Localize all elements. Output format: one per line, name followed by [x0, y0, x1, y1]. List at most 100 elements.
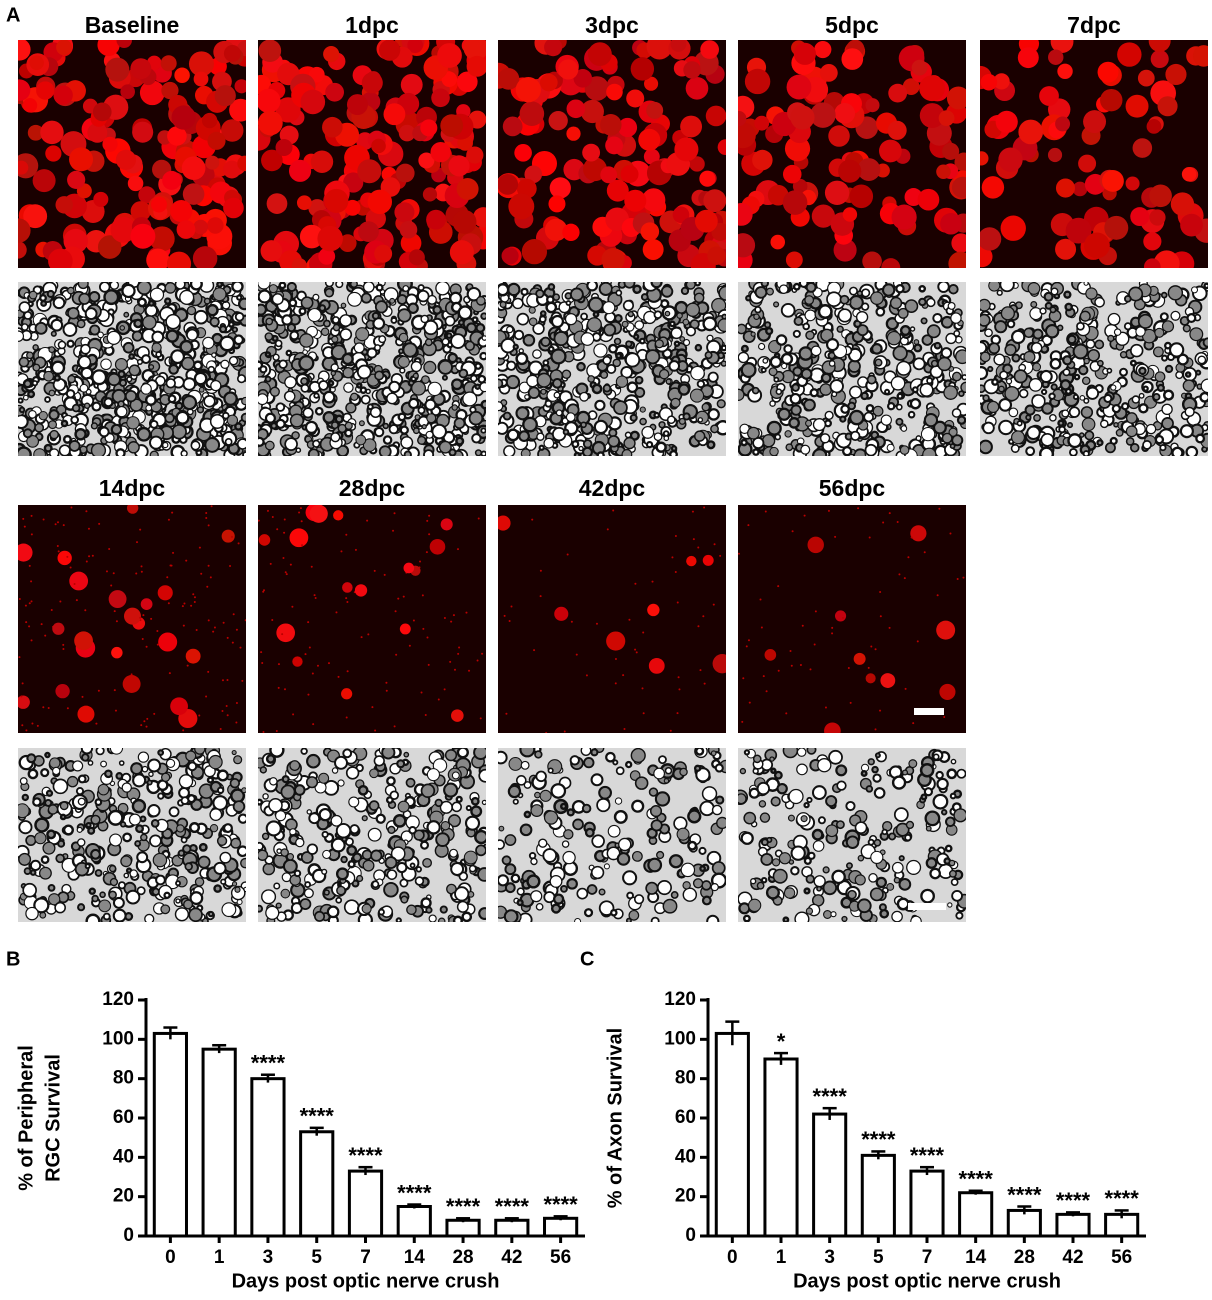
- axon: [258, 393, 269, 406]
- axon: [656, 880, 672, 896]
- cell: [942, 142, 960, 160]
- axon: [1085, 386, 1100, 400]
- axon: [21, 793, 29, 802]
- axon: [481, 799, 486, 806]
- cell: [865, 98, 880, 113]
- speck: [337, 675, 340, 678]
- axon: [121, 283, 136, 299]
- axon: [74, 428, 87, 441]
- axon: [265, 317, 274, 326]
- axon: [694, 343, 703, 352]
- axon: [870, 343, 883, 355]
- axon: [982, 394, 990, 402]
- axon: [421, 375, 430, 384]
- speck: [299, 507, 302, 510]
- axon: [908, 759, 918, 769]
- axon: [203, 394, 216, 408]
- axon: [693, 764, 702, 772]
- axon: [837, 308, 852, 323]
- axon: [498, 825, 505, 832]
- axon: [955, 911, 964, 920]
- axon: [621, 449, 633, 456]
- speck: [145, 645, 148, 648]
- speck: [614, 657, 617, 660]
- axon: [1182, 379, 1196, 392]
- axon: [911, 386, 919, 393]
- speck: [21, 682, 24, 685]
- axon: [62, 322, 78, 337]
- cell: [140, 598, 153, 611]
- axon: [241, 396, 246, 406]
- axon: [499, 300, 507, 309]
- axon: [913, 339, 920, 345]
- axon: [481, 335, 486, 341]
- axon: [1028, 378, 1043, 392]
- axon: [1081, 376, 1091, 386]
- axon: [25, 906, 39, 921]
- axon: [586, 317, 602, 333]
- axon: [322, 849, 332, 859]
- axon: [1161, 403, 1173, 416]
- speck: [153, 712, 156, 715]
- cell: [325, 82, 344, 102]
- axon: [190, 440, 201, 451]
- axon: [1142, 385, 1149, 392]
- axon: [1080, 406, 1094, 419]
- cell: [902, 78, 920, 96]
- cell: [408, 249, 425, 266]
- axon: [306, 753, 321, 769]
- cell: [400, 73, 423, 96]
- cell: [67, 170, 86, 189]
- speck: [712, 603, 715, 606]
- axon: [356, 382, 363, 389]
- cell: [361, 72, 383, 94]
- cell: [951, 233, 966, 253]
- axon: [1027, 282, 1041, 295]
- speck: [570, 620, 573, 623]
- cell: [790, 105, 815, 130]
- axon: [775, 334, 788, 346]
- axon: [574, 917, 582, 922]
- axon: [530, 857, 538, 866]
- axon: [598, 900, 615, 916]
- axon: [330, 432, 341, 443]
- axon: [498, 421, 509, 435]
- axon: [455, 436, 465, 446]
- axon: [762, 357, 769, 364]
- axon: [289, 413, 305, 428]
- micrograph: [738, 748, 966, 922]
- speck: [762, 675, 765, 678]
- axon: [1191, 286, 1199, 294]
- image-title: 56dpc: [819, 475, 886, 501]
- cell: [1157, 96, 1178, 117]
- axon: [658, 755, 667, 765]
- axon: [805, 330, 815, 341]
- axon: [856, 290, 863, 297]
- axon: [435, 832, 450, 847]
- axon: [958, 390, 965, 397]
- axon: [373, 755, 385, 767]
- axon: [704, 351, 713, 360]
- speck: [335, 611, 338, 614]
- cell: [606, 631, 626, 651]
- axon: [84, 307, 98, 321]
- axon: [475, 322, 486, 333]
- axon: [480, 450, 486, 456]
- cell: [358, 221, 379, 242]
- axon: [740, 362, 757, 379]
- axon: [339, 314, 353, 327]
- speck: [395, 653, 398, 656]
- axon: [542, 848, 558, 863]
- speck: [59, 600, 62, 603]
- speck: [669, 729, 672, 732]
- axon: [439, 905, 448, 914]
- image-title: 28dpc: [339, 475, 406, 501]
- cell: [647, 603, 660, 617]
- axon: [367, 403, 374, 411]
- cell: [167, 126, 187, 146]
- speck: [140, 570, 143, 573]
- axon: [234, 422, 243, 431]
- axon: [1079, 310, 1091, 322]
- axon: [940, 347, 953, 359]
- axon: [449, 848, 459, 858]
